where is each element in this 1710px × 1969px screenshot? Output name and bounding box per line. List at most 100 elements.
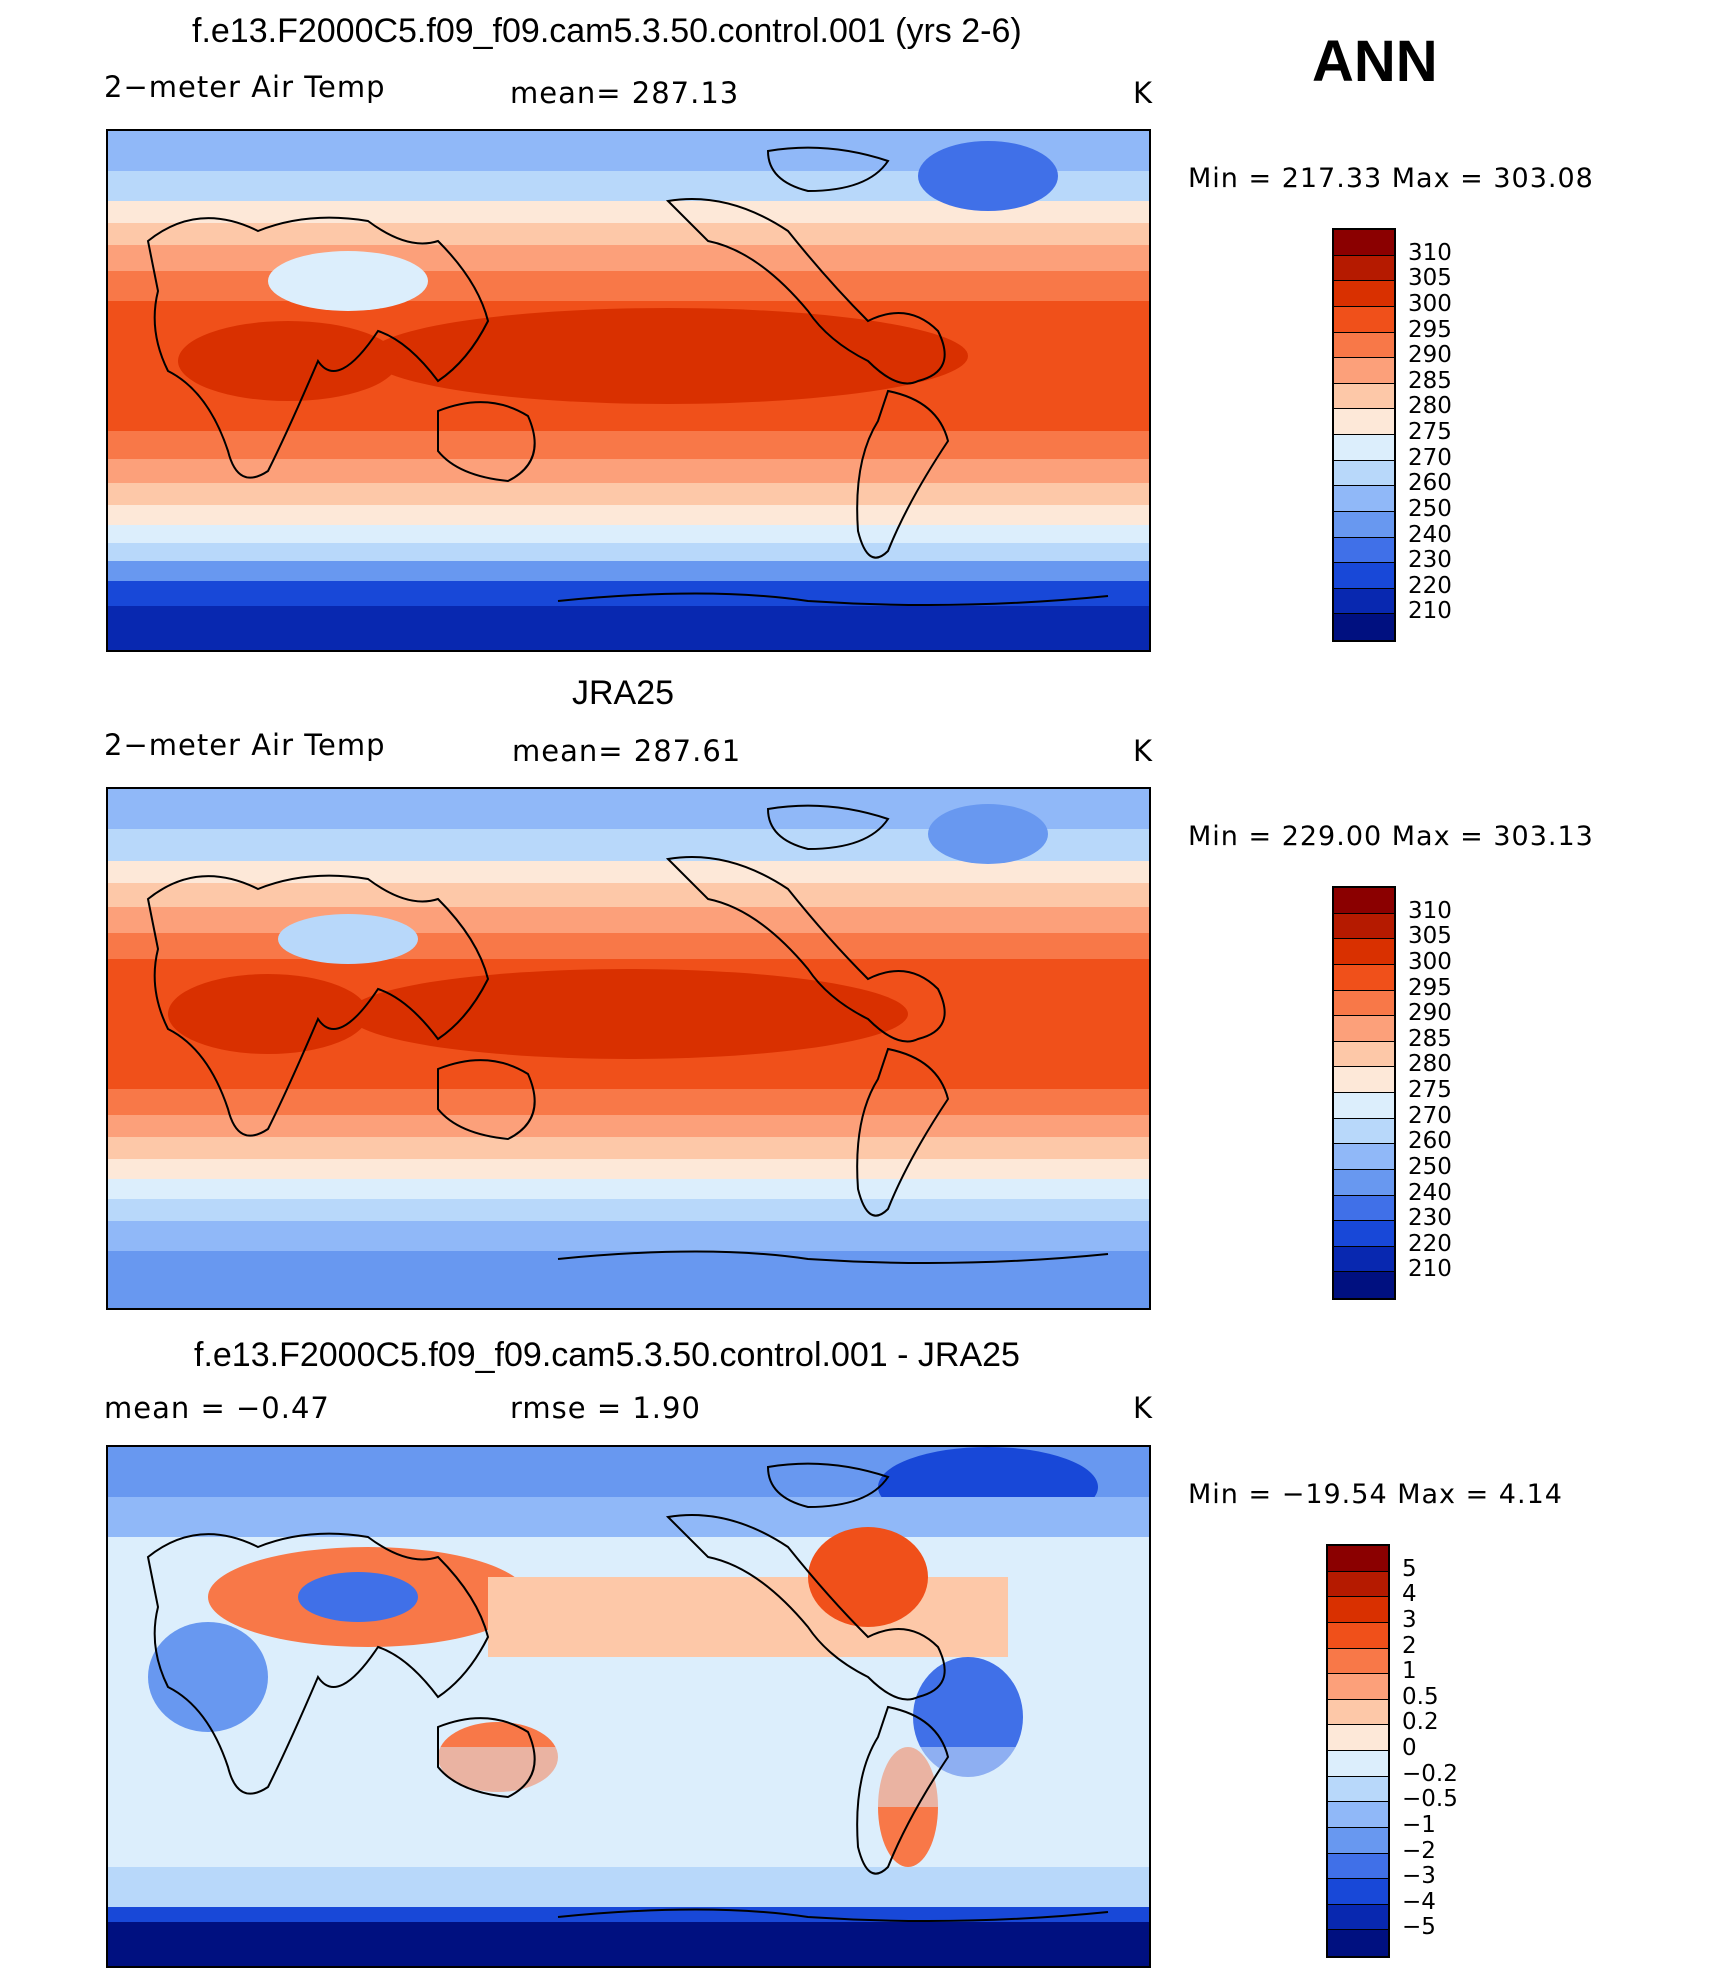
panel-2-unit-label: K bbox=[1133, 734, 1154, 768]
colorbar-tick-label: 2 bbox=[1402, 1632, 1417, 1659]
colorbar-segment bbox=[1334, 460, 1394, 487]
colorbar-segment bbox=[1328, 1699, 1388, 1726]
colorbar-tick-label: −1 bbox=[1402, 1811, 1436, 1838]
colorbar-segment bbox=[1334, 1169, 1394, 1196]
panel-1-colorbar bbox=[1332, 228, 1396, 642]
colorbar-tick-label: 270 bbox=[1408, 1102, 1452, 1129]
colorbar-tick-label: 240 bbox=[1408, 521, 1452, 548]
season-label: ANN bbox=[1312, 29, 1438, 94]
colorbar-tick-label: 3 bbox=[1402, 1606, 1417, 1633]
colorbar-segment bbox=[1334, 230, 1394, 256]
colorbar-tick-label: 250 bbox=[1408, 495, 1452, 522]
colorbar-segment bbox=[1328, 1879, 1388, 1905]
colorbar-tick-label: 220 bbox=[1408, 572, 1452, 599]
colorbar-tick-label: 5 bbox=[1402, 1555, 1417, 1582]
colorbar-segment bbox=[1328, 1725, 1388, 1751]
colorbar-tick-label: −0.5 bbox=[1402, 1786, 1458, 1813]
panel-3-mean-label: mean = −0.47 bbox=[104, 1391, 330, 1425]
colorbar-segment bbox=[1334, 1067, 1394, 1093]
panel-1-minmax: Min = 217.33 Max = 303.08 bbox=[1188, 163, 1594, 194]
panel-1-mean-label: mean= 287.13 bbox=[510, 76, 740, 110]
colorbar-tick-label: 0.2 bbox=[1402, 1709, 1439, 1736]
panel-2-variable-label: 2−meter Air Temp bbox=[104, 728, 386, 762]
colorbar-segment bbox=[1328, 1827, 1388, 1854]
colorbar-tick-label: 305 bbox=[1408, 265, 1452, 292]
colorbar-segment bbox=[1334, 306, 1394, 333]
colorbar-segment bbox=[1334, 913, 1394, 940]
panel-3-rmse-label: rmse = 1.90 bbox=[510, 1391, 701, 1425]
colorbar-segment bbox=[1334, 588, 1394, 615]
colorbar-segment bbox=[1334, 435, 1394, 461]
panel-1-variable-label: 2−meter Air Temp bbox=[104, 70, 386, 104]
colorbar-segment bbox=[1334, 1118, 1394, 1145]
colorbar-tick-label: 300 bbox=[1408, 290, 1452, 317]
colorbar-tick-label: −2 bbox=[1402, 1837, 1436, 1864]
colorbar-segment bbox=[1328, 1597, 1388, 1623]
colorbar-tick-label: −4 bbox=[1402, 1888, 1436, 1915]
colorbar-tick-label: 285 bbox=[1408, 1025, 1452, 1052]
colorbar-tick-label: 4 bbox=[1402, 1581, 1417, 1608]
colorbar-tick-label: 295 bbox=[1408, 316, 1452, 343]
colorbar-segment bbox=[1328, 1571, 1388, 1598]
colorbar-segment bbox=[1334, 1144, 1394, 1170]
colorbar-tick-label: 240 bbox=[1408, 1179, 1452, 1206]
colorbar-segment bbox=[1328, 1674, 1388, 1700]
colorbar-segment bbox=[1328, 1802, 1388, 1828]
colorbar-tick-label: 305 bbox=[1408, 923, 1452, 950]
colorbar-segment bbox=[1334, 563, 1394, 589]
colorbar-segment bbox=[1328, 1751, 1388, 1777]
panel-3-unit-label: K bbox=[1133, 1391, 1154, 1425]
colorbar-tick-label: 285 bbox=[1408, 367, 1452, 394]
panel-3-colorbar bbox=[1326, 1544, 1390, 1958]
panel-1-unit-label: K bbox=[1133, 76, 1154, 110]
colorbar-tick-label: 290 bbox=[1408, 1000, 1452, 1027]
colorbar-tick-label: 310 bbox=[1408, 239, 1452, 266]
colorbar-segment bbox=[1334, 990, 1394, 1017]
colorbar-segment bbox=[1328, 1853, 1388, 1880]
panel-2-title: JRA25 bbox=[572, 674, 675, 712]
panel-1-map bbox=[106, 129, 1151, 652]
colorbar-segment bbox=[1334, 537, 1394, 564]
colorbar-tick-label: 300 bbox=[1408, 948, 1452, 975]
panel-2-map-field bbox=[108, 789, 1149, 1308]
colorbar-segment bbox=[1334, 332, 1394, 359]
colorbar-segment bbox=[1334, 486, 1394, 512]
panel-3-title: f.e13.F2000C5.f09_f09.cam5.3.50.control.… bbox=[194, 1336, 1020, 1374]
colorbar-segment bbox=[1334, 888, 1394, 914]
colorbar-tick-label: 220 bbox=[1408, 1230, 1452, 1257]
colorbar-segment bbox=[1334, 614, 1394, 640]
colorbar-segment bbox=[1328, 1622, 1388, 1649]
colorbar-segment bbox=[1328, 1776, 1388, 1803]
colorbar-segment bbox=[1334, 281, 1394, 307]
panel-2-map bbox=[106, 787, 1151, 1310]
panel-3-minmax: Min = −19.54 Max = 4.14 bbox=[1188, 1479, 1563, 1510]
colorbar-segment bbox=[1334, 1195, 1394, 1222]
colorbar-segment bbox=[1334, 358, 1394, 384]
panel-1-title: f.e13.F2000C5.f09_f09.cam5.3.50.control.… bbox=[192, 12, 1022, 50]
colorbar-tick-label: −3 bbox=[1402, 1863, 1436, 1890]
colorbar-segment bbox=[1334, 1221, 1394, 1247]
colorbar-tick-label: 0 bbox=[1402, 1735, 1417, 1761]
panel-2-colorbar bbox=[1332, 886, 1396, 1300]
panel-1-map-field bbox=[108, 131, 1149, 650]
colorbar-tick-label: 260 bbox=[1408, 1128, 1452, 1155]
colorbar-segment bbox=[1334, 1093, 1394, 1119]
colorbar-segment bbox=[1328, 1904, 1388, 1931]
colorbar-tick-label: 270 bbox=[1408, 444, 1452, 471]
panel-3-map-field bbox=[108, 1447, 1149, 1966]
colorbar-tick-label: 1 bbox=[1402, 1658, 1417, 1685]
colorbar-segment bbox=[1328, 1648, 1388, 1675]
colorbar-segment bbox=[1334, 383, 1394, 410]
panel-2-minmax: Min = 229.00 Max = 303.13 bbox=[1188, 821, 1594, 852]
colorbar-segment bbox=[1334, 1041, 1394, 1068]
panel-3-map bbox=[106, 1445, 1151, 1968]
colorbar-tick-label: 260 bbox=[1408, 470, 1452, 497]
colorbar-segment bbox=[1334, 255, 1394, 282]
colorbar-tick-label: 230 bbox=[1408, 547, 1452, 574]
colorbar-tick-label: 280 bbox=[1408, 1051, 1452, 1078]
colorbar-tick-label: 275 bbox=[1408, 419, 1452, 445]
colorbar-tick-label: 280 bbox=[1408, 393, 1452, 420]
colorbar-tick-label: 210 bbox=[1408, 1256, 1452, 1283]
colorbar-tick-label: 290 bbox=[1408, 342, 1452, 369]
colorbar-segment bbox=[1334, 939, 1394, 965]
